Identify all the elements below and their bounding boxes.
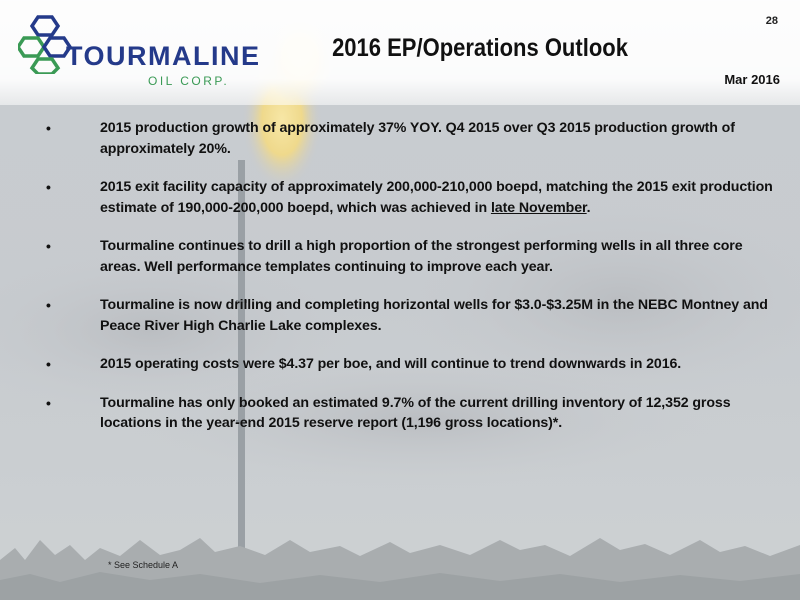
logo-subtitle: OIL CORP.	[148, 74, 230, 88]
underlined-text: late November	[490, 199, 587, 216]
hexagon-logo-icon	[18, 15, 73, 74]
bullet-icon: •	[46, 394, 51, 411]
bullet-icon: •	[46, 297, 51, 313]
page-number: 28	[765, 15, 778, 27]
list-item: • 2015 production growth of approximatel…	[46, 118, 780, 159]
bullet-text: Tourmaline is now drilling and completin…	[100, 297, 768, 334]
footnote: * See Schedule A	[108, 560, 179, 570]
header-band	[0, 0, 800, 105]
list-item: • 2015 exit facility capacity of approxi…	[46, 177, 780, 218]
bullet-icon: •	[46, 120, 51, 136]
page-title: 2016 EP/Operations Outlook	[332, 34, 628, 62]
list-item: • Tourmaline has only booked an estimate…	[46, 393, 780, 434]
bullet-text: 2015 production growth of approximately …	[100, 120, 735, 157]
tourmaline-logo: TOURMALINE OIL CORP.	[18, 14, 259, 88]
bullet-text: 2015 exit facility capacity of approxima…	[100, 179, 773, 216]
logo-wordmark: TOURMALINE	[66, 41, 261, 71]
bullet-icon: •	[46, 356, 51, 372]
bullet-text: Tourmaline continues to drill a high pro…	[100, 238, 743, 275]
bullet-list: • 2015 production growth of approximatel…	[0, 118, 800, 452]
bullet-text: 2015 operating costs were $4.37 per boe,…	[100, 356, 682, 372]
bullet-icon: •	[46, 179, 51, 195]
list-item: • 2015 operating costs were $4.37 per bo…	[46, 354, 780, 375]
bullet-text-end: .	[586, 199, 591, 216]
list-item: • Tourmaline continues to drill a high p…	[46, 236, 780, 277]
list-item: • Tourmaline is now drilling and complet…	[46, 295, 780, 336]
bullet-text: Tourmaline has only booked an estimated …	[100, 394, 731, 432]
slide-date: Mar 2016	[724, 72, 780, 87]
bullet-icon: •	[46, 238, 51, 254]
